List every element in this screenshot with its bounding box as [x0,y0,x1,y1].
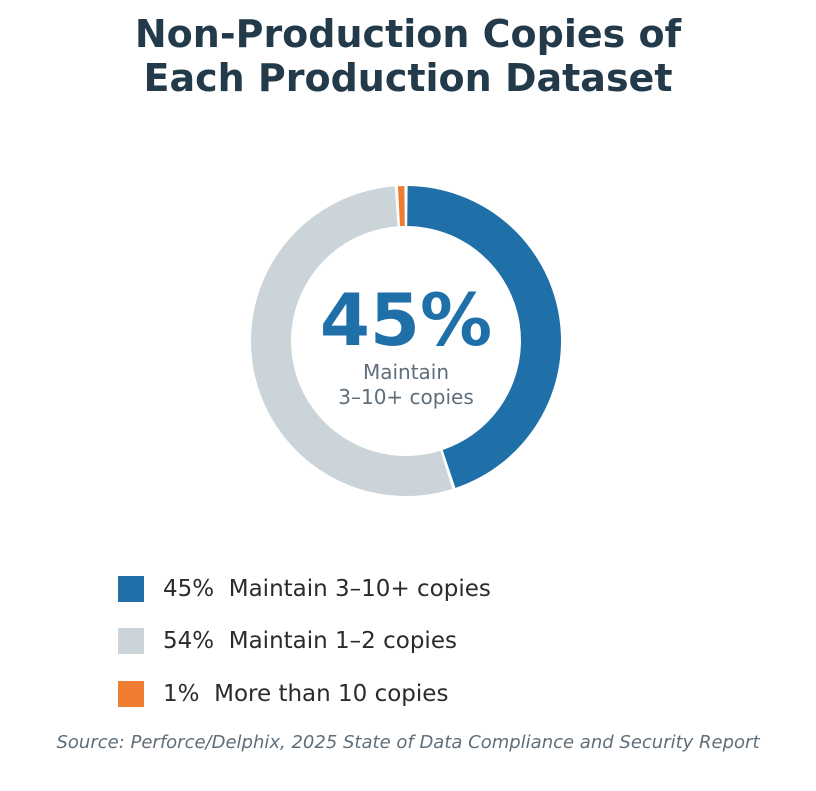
donut-slices [251,186,562,496]
donut-slice-3 [397,186,405,227]
chart-title-line-1: Non-Production Copies of [134,12,682,56]
center-label-line-2: 3–10+ copies [338,385,474,409]
center-value: 45% [320,278,492,362]
legend-item-more-than-10: 1% More than 10 copies [118,680,448,708]
center-label-line-1: Maintain [363,360,449,384]
legend-item-3-10-copies: 45% Maintain 3–10+ copies [118,575,491,603]
legend-swatch-orange [118,681,144,707]
donut-slice-1 [407,186,562,488]
legend-item-1-2-copies: 54% Maintain 1–2 copies [118,627,457,655]
chart-title-line-2: Each Production Dataset [143,56,673,100]
source-note: Source: Perforce/Delphix, 2025 State of … [56,732,760,753]
legend-label: 45% Maintain 3–10+ copies [163,576,491,602]
legend-swatch-blue [118,576,144,602]
donut-slice-2 [251,186,453,496]
legend-label: 54% Maintain 1–2 copies [163,628,457,654]
legend-swatch-gray [118,628,144,654]
legend-label: 1% More than 10 copies [163,681,449,707]
